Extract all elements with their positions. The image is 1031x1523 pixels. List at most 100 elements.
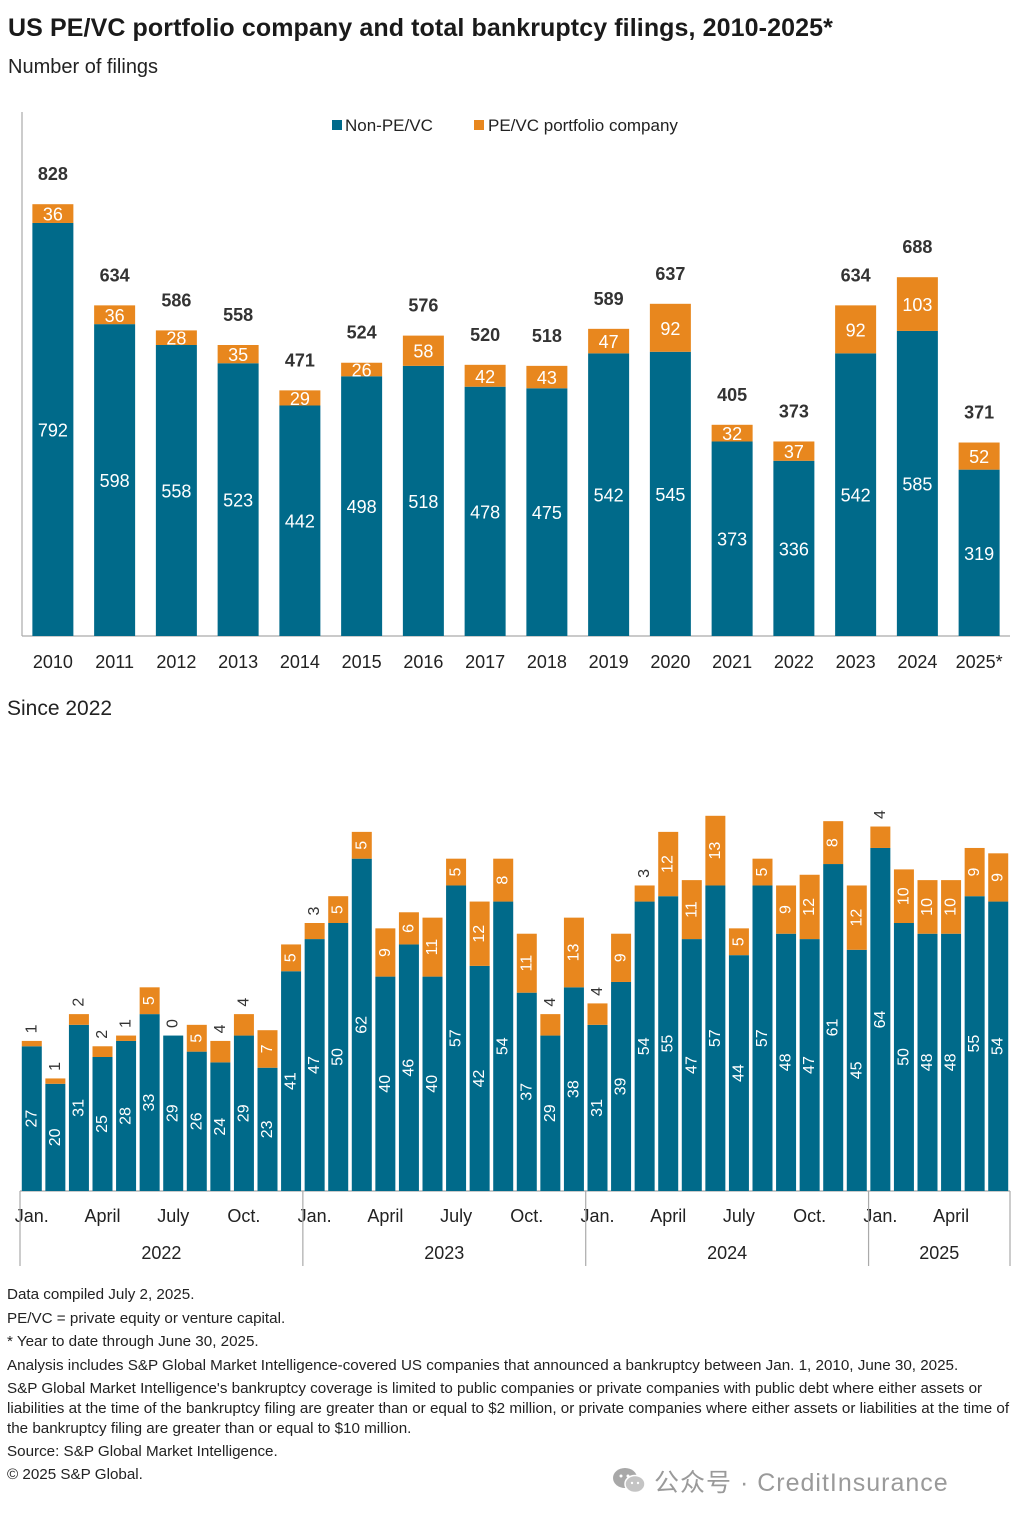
data-label-pevc: 92 [660,319,680,339]
x-tick-label: July [440,1206,472,1226]
bar-pevc [94,305,136,325]
bar-pevc [92,1046,113,1057]
note-copyright: © 2025 S&P Global. [7,1465,143,1483]
data-label-non-pevc: 57 [707,1029,724,1047]
data-label-non-pevc: 40 [377,1075,394,1093]
data-label-non-pevc: 45 [848,1061,865,1079]
total-label: 586 [161,290,191,310]
legend: Non-PE/VC PE/VC portfolio company [332,116,678,135]
data-label-pevc: 12 [660,855,677,873]
data-label-pevc: 5 [188,1034,205,1043]
total-label: 688 [902,237,932,257]
data-label-non-pevc: 38 [565,1080,582,1098]
bar-pevc [155,330,197,346]
x-tick-label: 2018 [527,652,567,672]
data-label-non-pevc: 33 [141,1094,158,1112]
bar-non-pevc [469,965,490,1191]
data-label-pevc: 7 [259,1044,276,1053]
bar-pevc [711,424,753,442]
note-pevc-definition: PE/VC = private equity or venture capita… [7,1309,286,1327]
data-label-pevc: 1 [118,1019,135,1028]
data-label-pevc: 13 [565,943,582,961]
bar-non-pevc [776,933,797,1191]
bar-pevc [210,1040,231,1063]
bar-non-pevc [681,939,702,1191]
bar-non-pevc [155,345,197,636]
data-label-pevc: 12 [848,909,865,927]
data-label-non-pevc: 31 [70,1099,87,1117]
data-label-non-pevc: 26 [188,1112,205,1130]
data-label-non-pevc: 25 [94,1115,111,1133]
bar-pevc [728,928,749,956]
data-label-non-pevc: 64 [872,1010,889,1028]
bar-non-pevc [217,363,259,636]
data-label-pevc: 11 [683,901,700,918]
bar-pevc [958,442,1000,470]
data-label-non-pevc: 598 [100,471,130,491]
bar-non-pevc [917,933,938,1191]
bar-non-pevc [94,324,136,636]
bar-non-pevc [422,976,443,1191]
bar-non-pevc [68,1024,89,1191]
total-label: 520 [470,325,500,345]
bar-non-pevc [281,971,302,1191]
bar-pevc [375,928,396,977]
bar-pevc [351,831,372,859]
total-label: 589 [594,289,624,309]
data-label-non-pevc: 54 [495,1037,512,1055]
data-label-non-pevc: 55 [966,1035,983,1053]
bar-pevc [846,885,867,950]
data-label-pevc: 11 [424,939,441,956]
data-label-pevc: 5 [754,868,771,877]
data-label-pevc: 10 [919,898,936,916]
bar-pevc [279,390,321,406]
bar-non-pevc [304,939,325,1191]
legend-label-pevc: PE/VC portfolio company [488,116,678,135]
bar-non-pevc [893,923,914,1191]
bar-non-pevc [257,1067,278,1191]
data-label-pevc: 36 [105,306,125,326]
data-label-non-pevc: 40 [424,1075,441,1093]
data-label-pevc: 52 [969,447,989,467]
x-tick-label: 2022 [774,652,814,672]
data-label-pevc: 1 [47,1062,64,1071]
data-label-non-pevc: 585 [902,474,932,494]
annual-bankruptcy-chart: Non-PE/VC PE/VC portfolio company 792 36 828… [21,112,1010,672]
bar-pevc [398,912,419,945]
chart-title: US PE/VC portfolio company and total ban… [8,14,833,42]
data-label-non-pevc: 373 [717,530,747,550]
bar-pevc [563,917,584,988]
data-label-pevc: 9 [377,948,394,957]
bar-pevc [649,303,691,352]
bar-non-pevc [711,441,753,636]
bar-pevc [21,1040,42,1047]
bar-non-pevc [988,901,1009,1191]
data-label-pevc: 9 [990,873,1007,882]
bar-pevc [469,901,490,966]
bar-pevc [281,944,302,972]
data-label-pevc: 5 [448,868,465,877]
bar-non-pevc [658,896,679,1191]
total-label: 405 [717,385,747,405]
bar-pevc [116,1035,137,1041]
bar-pevc [422,917,443,977]
data-label-pevc: 5 [283,953,300,962]
data-label-pevc: 28 [166,329,186,349]
bar-non-pevc [587,1024,608,1191]
total-label: 518 [532,326,562,346]
data-label-non-pevc: 475 [532,503,562,523]
x-tick-label: 2015 [342,652,382,672]
note-compiled: Data compiled July 2, 2025. [7,1286,195,1303]
data-label-pevc: 5 [353,841,370,850]
bar-non-pevc [493,901,514,1191]
note-analysis: Analysis includes S&P Global Market Inte… [7,1356,959,1374]
year-group-label: 2023 [424,1243,464,1263]
bar-non-pevc [846,949,867,1191]
data-label-non-pevc: 50 [895,1048,912,1066]
data-label-non-pevc: 47 [801,1056,818,1074]
bar-pevc [705,815,726,886]
bar-pevc [988,853,1009,902]
legend-swatch-non-pevc [332,120,342,130]
bar-non-pevc [752,885,773,1191]
data-label-non-pevc: 44 [730,1064,747,1082]
